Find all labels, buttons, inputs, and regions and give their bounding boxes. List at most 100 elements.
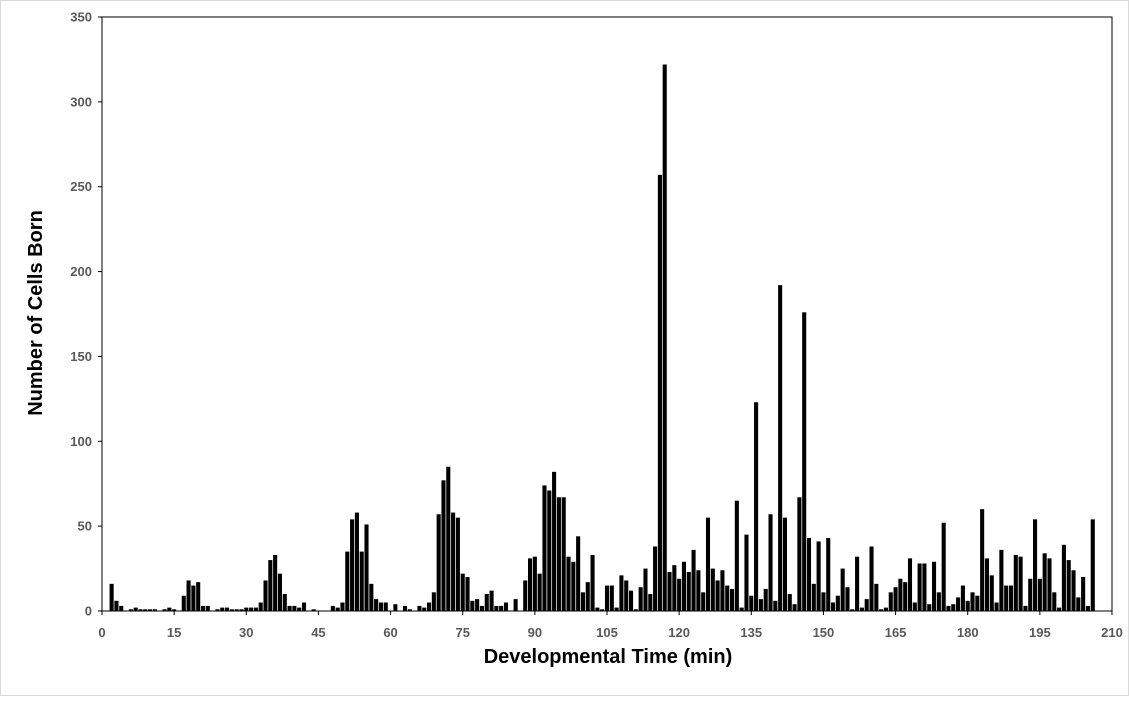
bar (758, 599, 763, 611)
bar (484, 594, 489, 611)
bar (215, 609, 220, 611)
bar (595, 607, 600, 611)
bar (393, 604, 398, 611)
bar (835, 595, 840, 611)
x-tick-label: 135 (740, 625, 762, 640)
bar (196, 582, 201, 611)
bar (1037, 578, 1042, 611)
x-tick-label: 75 (455, 625, 469, 640)
bar (763, 588, 768, 611)
bar (234, 609, 239, 611)
bar (542, 485, 547, 611)
bar (427, 602, 432, 611)
y-tick-label: 100 (70, 434, 92, 449)
bar (287, 605, 292, 611)
bar (782, 517, 787, 611)
bar (898, 578, 903, 611)
x-tick-label: 150 (813, 625, 835, 640)
bar (1008, 585, 1014, 611)
bar (855, 556, 860, 611)
bar (152, 609, 157, 611)
bar (1028, 578, 1033, 611)
bar (374, 599, 379, 611)
bar (840, 568, 845, 611)
bar (422, 607, 427, 611)
bar (436, 514, 441, 611)
bar (446, 466, 451, 611)
bar (1057, 607, 1062, 611)
bar (253, 607, 258, 611)
bar (946, 605, 951, 611)
bar (715, 580, 720, 611)
bar (479, 605, 484, 611)
x-tick-label: 195 (1029, 625, 1051, 640)
bar (576, 536, 581, 611)
bar (181, 595, 186, 611)
x-tick-label: 15 (167, 625, 181, 640)
bar (273, 554, 278, 611)
bar (826, 538, 831, 611)
x-tick-label: 30 (239, 625, 253, 640)
bar (903, 582, 908, 611)
bar (556, 497, 561, 611)
bar (1071, 570, 1076, 611)
bar (1066, 560, 1071, 611)
bar (1018, 556, 1023, 611)
bar (941, 522, 946, 611)
x-tick-labels: 0 15 30 45 60 75 90 105 120 135 150 165 180 195 210 (98, 611, 1123, 640)
bar (970, 592, 975, 611)
bar (643, 568, 648, 611)
bar (629, 590, 634, 611)
bar (186, 580, 191, 611)
bar (503, 602, 509, 611)
x-tick-label: 60 (383, 625, 397, 640)
bar (768, 514, 773, 611)
bar (739, 607, 744, 611)
bar (311, 609, 316, 611)
bar (956, 597, 961, 611)
bar (1023, 605, 1028, 611)
bar (1076, 597, 1081, 611)
bar (686, 571, 691, 611)
bar (258, 602, 263, 611)
bar (114, 600, 119, 611)
bar (162, 609, 167, 611)
bar (1042, 553, 1047, 611)
bar (994, 602, 999, 611)
bar (330, 605, 335, 611)
bar (167, 607, 172, 611)
bar (475, 599, 480, 611)
bar (951, 604, 956, 611)
bar (513, 599, 518, 611)
y-tick-label: 350 (70, 10, 92, 25)
bar (499, 605, 504, 611)
bar (1047, 558, 1052, 611)
bar (494, 605, 499, 611)
bar (220, 607, 225, 611)
bar (580, 592, 585, 611)
bar (345, 551, 350, 611)
bar (681, 561, 686, 611)
bar (749, 595, 754, 611)
bar (667, 571, 672, 611)
bar (191, 585, 196, 611)
bar (138, 609, 143, 611)
bar (431, 592, 436, 611)
bar (244, 607, 249, 611)
bar (677, 578, 682, 611)
bar (831, 602, 836, 611)
bar (604, 585, 610, 611)
bar (859, 607, 864, 611)
bar (922, 563, 927, 611)
bar (710, 568, 715, 611)
bar (383, 602, 388, 611)
bar (797, 497, 802, 611)
bar (571, 561, 576, 611)
bar (249, 607, 254, 611)
y-axis-title: Number of Cells Born (25, 210, 47, 416)
bar (787, 594, 792, 611)
bar (778, 285, 783, 611)
bar (143, 609, 148, 611)
x-tick-label: 210 (1101, 625, 1123, 640)
